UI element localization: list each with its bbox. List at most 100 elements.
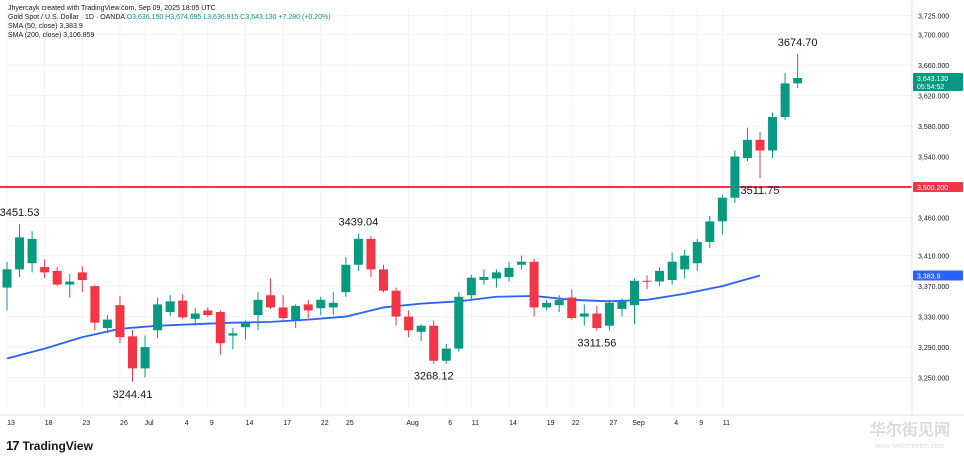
candle [504, 261, 514, 282]
candle-body [630, 280, 639, 306]
candle-body [102, 319, 112, 328]
candle-body [379, 269, 388, 291]
candle-body [604, 302, 614, 326]
candle [102, 315, 112, 334]
candle [278, 295, 288, 320]
candle [40, 259, 50, 279]
candle-body [2, 269, 12, 288]
candle [178, 294, 188, 319]
candle-body [40, 267, 50, 273]
watermark-url: www.wallstreetcn.com [875, 443, 944, 450]
x-tick-label: 4 [674, 420, 678, 427]
x-tick-label: 14 [509, 420, 517, 427]
candle-body [115, 305, 125, 338]
y-tick-label: 3,580.000 [918, 124, 949, 131]
candle-body [253, 299, 263, 316]
candle [579, 304, 589, 326]
x-tick-label: 25 [346, 420, 354, 427]
candle-body [316, 299, 326, 309]
candle [617, 298, 627, 317]
candle [165, 295, 175, 316]
x-tick-label: 22 [572, 420, 580, 427]
price-annotation: 3268.12 [414, 371, 454, 383]
candle [466, 274, 476, 300]
candle [266, 278, 276, 309]
candle [115, 296, 125, 344]
x-tick-label: 14 [246, 420, 254, 427]
candle-body [228, 333, 238, 336]
candle-body [491, 272, 501, 279]
candle [567, 289, 577, 320]
candle-body [328, 302, 338, 308]
candle [328, 292, 338, 316]
candle [755, 132, 765, 179]
candle-body [240, 322, 250, 328]
candle [379, 264, 388, 293]
candle-body [15, 237, 25, 270]
candle [128, 330, 137, 382]
sma50-legend[interactable]: SMA (50, close) 3,383.9 [8, 23, 83, 30]
candle [780, 72, 790, 120]
candle-body [441, 348, 451, 361]
candle-body [705, 221, 715, 242]
candle-body [215, 312, 225, 344]
y-tick-label: 3,410.000 [918, 254, 949, 261]
candle [717, 194, 727, 235]
candle-body [793, 77, 803, 84]
candle-body [454, 296, 464, 349]
candle-body [592, 313, 602, 328]
y-tick-label: 3,330.000 [918, 315, 949, 322]
candle-body [517, 261, 527, 265]
candle-body [567, 297, 577, 319]
x-tick-label: Jul [145, 420, 154, 427]
candle-body [77, 272, 87, 280]
symbol-label[interactable]: Gold Spot / U.S. Dollar · 1D · OANDA [8, 14, 125, 21]
candle-body [780, 83, 790, 117]
x-tick-label: 4 [185, 420, 189, 427]
price-annotation: 3439.04 [339, 216, 379, 228]
y-tick-label: 3,660.000 [918, 63, 949, 70]
candle [517, 255, 527, 270]
candle-body [90, 286, 100, 323]
candle-body [429, 325, 439, 361]
candle-body [742, 139, 752, 159]
candle-body [291, 305, 301, 320]
candle [429, 320, 439, 364]
x-tick-label: 9 [210, 420, 214, 427]
candle-body [768, 116, 778, 151]
candle-body [266, 295, 276, 308]
x-tick-label: 13 [7, 420, 15, 427]
candle [768, 112, 778, 159]
candle-body [642, 280, 652, 282]
candle [341, 257, 351, 297]
tradingview-logo: 17 TradingView [6, 438, 93, 453]
candle [592, 305, 602, 331]
candle [441, 344, 451, 364]
y-tick-label: 3,460.000 [918, 216, 949, 223]
sma200-legend[interactable]: SMA (200, close) 3,106.859 [8, 32, 95, 39]
x-tick-label: 27 [610, 420, 618, 427]
candle [190, 308, 200, 326]
candle-body [416, 325, 426, 332]
price-annotation: 3311.56 [577, 338, 616, 350]
candle [353, 233, 363, 271]
candle [291, 304, 301, 328]
x-tick-label: 17 [283, 420, 291, 427]
x-tick-label: 18 [45, 420, 53, 427]
header-credit: Jhyercayk created with TradingView.com, … [8, 5, 216, 12]
candle-body [466, 277, 476, 296]
candle [642, 275, 652, 290]
candle [240, 320, 250, 340]
x-tick-label: Sep [632, 420, 645, 427]
sma-price-tag: 3,383.9 [917, 274, 940, 281]
candle [253, 292, 263, 331]
candle [153, 297, 163, 338]
candle-body [278, 307, 288, 319]
candle-body [128, 336, 137, 369]
candle [2, 261, 12, 311]
x-tick-label: 11 [723, 420, 730, 427]
sma-price-tag-bg [913, 270, 963, 281]
candle [479, 269, 489, 285]
last-price-tag-bg [913, 72, 963, 91]
